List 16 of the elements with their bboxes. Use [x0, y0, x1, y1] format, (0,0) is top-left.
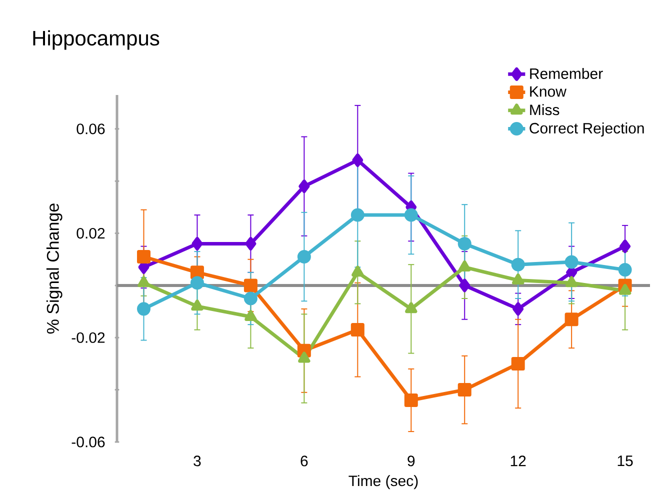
legend-label: Remember — [530, 68, 603, 79]
x-tick-label: 9 — [408, 456, 415, 466]
x-tick-label: 3 — [194, 456, 201, 466]
x-tick-label: 12 — [510, 456, 526, 466]
chart-title: Hippocampus — [33, 30, 160, 50]
y-tick-label: -0.02 — [72, 332, 105, 343]
y-tick-label: 0.06 — [76, 124, 105, 134]
y-tick-label: 0.02 — [76, 228, 105, 239]
legend-label: Correct Rejection — [530, 122, 644, 137]
x-tick-label: 15 — [618, 456, 633, 466]
x-tick-label: 6 — [300, 456, 308, 466]
legend-label: Miss — [530, 104, 560, 116]
y-tick-label: -0.06 — [72, 436, 105, 448]
x-axis-title: Time (sec) — [348, 475, 418, 490]
legend-label: Know — [530, 86, 566, 97]
y-axis-title: % Signal Change — [46, 204, 62, 334]
